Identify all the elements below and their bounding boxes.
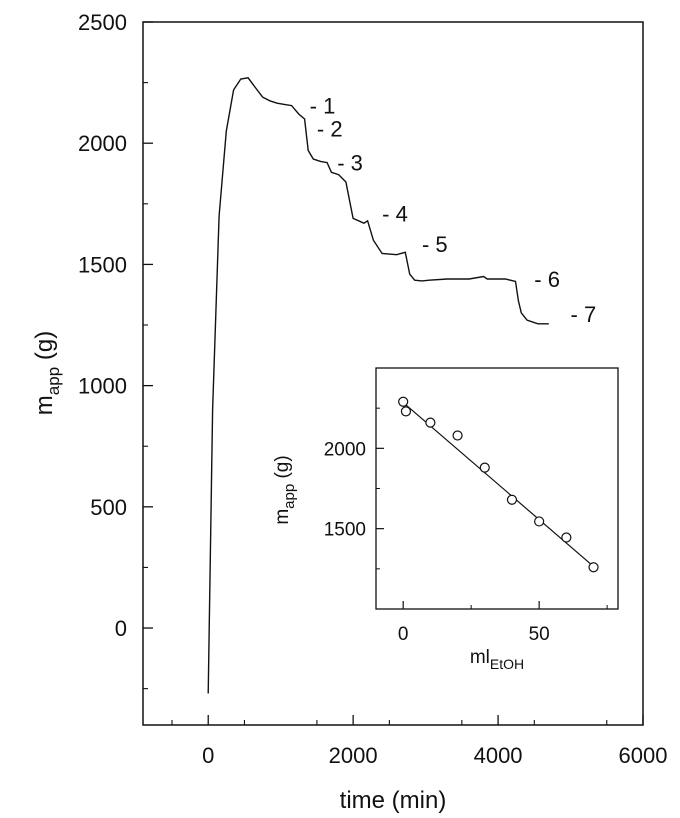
step-annotation-1: - 1 [310, 94, 336, 119]
inset-y-label-sub: app [281, 484, 298, 509]
main-series-line [207, 77, 549, 694]
main-x-tick-label: 0 [202, 743, 214, 768]
step-annotation-6: - 6 [534, 267, 560, 292]
inset-x-ticks: 0 50 [398, 601, 608, 645]
main-annotations: - 1- 2 - 3 - 4 - 5 - 6 - 7 [310, 94, 597, 327]
inset-x-axis-label: mlEtOH [470, 647, 524, 672]
step-annotation-7: - 7 [571, 302, 597, 327]
inset-data-point [425, 417, 436, 428]
main-y-label-sub: app [44, 367, 63, 395]
main-y-tick-label: 2500 [78, 10, 127, 35]
inset-data-point [479, 462, 490, 473]
main-y-tick-label: 2000 [78, 131, 127, 156]
inset-data-point [561, 532, 572, 543]
inset-data-point [398, 396, 409, 407]
inset-data-point [506, 494, 518, 505]
inset-plot-frame [375, 367, 619, 610]
inset-x-tick-label: 50 [529, 624, 550, 645]
main-x-tick-label: 4000 [474, 743, 523, 768]
step-annotation-3: - 3 [337, 151, 363, 176]
inset-data-point [400, 406, 412, 417]
step-annotation-2: - 2 [317, 117, 343, 142]
inset-chart: 0 50 1500 2000 mlEtOH mapp (g) [272, 367, 619, 672]
inset-data-point [588, 562, 599, 573]
main-x-axis-label: time (min) [340, 787, 447, 814]
main-y-label-main: m [31, 395, 58, 415]
step-annotation-5: - 5 [422, 232, 448, 257]
main-y-tick-label: 0 [115, 616, 127, 641]
main-y-ticks: 0 500 1000 1500 2000 2500 [78, 10, 153, 690]
main-x-ticks: 0 2000 4000 6000 [171, 715, 668, 768]
inset-points [398, 396, 599, 573]
inset-y-axis-label: mapp (g) [272, 455, 298, 524]
main-plot-frame [142, 21, 644, 726]
inset-x-label-sub: EtOH [490, 656, 524, 672]
inset-y-label-unit: (g) [272, 455, 293, 484]
main-x-tick-label: 2000 [329, 743, 378, 768]
inset-data-point [452, 430, 463, 441]
inset-y-tick-label: 2000 [324, 439, 366, 460]
inset-y-ticks: 1500 2000 [324, 407, 384, 570]
inset-x-label-main: ml [470, 647, 490, 668]
inset-y-label-main: m [272, 509, 293, 525]
inset-x-tick-label: 0 [398, 624, 409, 645]
main-y-tick-label: 500 [90, 495, 127, 520]
main-y-label-unit: (g) [31, 331, 58, 367]
main-y-axis-label: mapp (g) [31, 331, 63, 415]
main-y-tick-label: 1000 [78, 374, 127, 399]
main-x-tick-label: 6000 [619, 743, 668, 768]
inset-data-point [534, 516, 545, 527]
inset-y-tick-label: 1500 [324, 520, 366, 541]
main-y-tick-label: 1500 [78, 252, 127, 277]
step-annotation-4: - 4 [382, 202, 408, 227]
